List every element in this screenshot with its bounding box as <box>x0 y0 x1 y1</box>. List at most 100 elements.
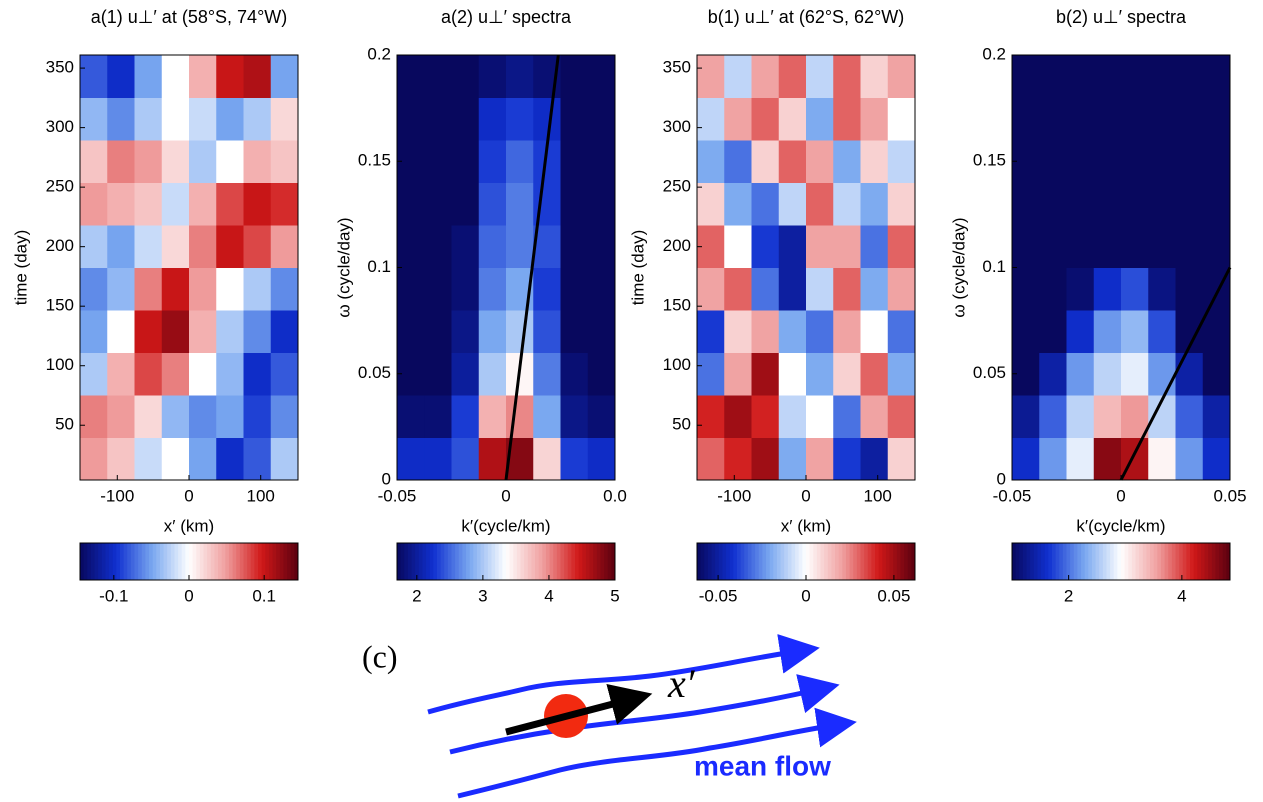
heatmap-cell <box>778 140 807 183</box>
heatmap-cell <box>216 437 244 481</box>
heatmap-cell <box>833 97 861 141</box>
heatmap-cell <box>1121 310 1149 353</box>
colorbar-swatch <box>904 543 909 580</box>
colorbar-swatch <box>476 543 482 580</box>
heatmap-cell <box>1093 140 1122 183</box>
heatmap-cell <box>587 310 616 353</box>
heatmap-cell <box>80 437 108 481</box>
heatmap-cell <box>887 140 916 183</box>
heatmap-cell <box>80 395 108 438</box>
colorbar-swatch <box>199 543 205 580</box>
heatmap-cell <box>397 267 425 311</box>
heatmap-cell <box>1148 140 1176 183</box>
colorbar-swatch <box>520 543 525 580</box>
heatmap-cell <box>270 437 299 481</box>
heatmap-cell <box>1121 55 1149 98</box>
colorbar-swatch <box>83 543 88 580</box>
colorbar-swatch <box>556 543 561 580</box>
colorbar-swatch <box>444 543 449 580</box>
colorbar-swatch <box>1157 543 1162 580</box>
x-tick-label: -100 <box>100 486 134 505</box>
y-tick-label: 250 <box>46 177 74 196</box>
heatmap-cell <box>243 437 272 481</box>
y-tick-label: 50 <box>672 415 691 434</box>
heatmap-cell <box>161 395 190 438</box>
heatmap-cell <box>1093 267 1122 311</box>
colorbar-swatch <box>1073 543 1078 580</box>
colorbar-swatch <box>138 543 143 580</box>
colorbar-swatch <box>1153 543 1158 580</box>
heatmap-cell <box>751 395 780 438</box>
heatmap-cell <box>1012 97 1040 141</box>
heatmap-cell <box>1121 182 1149 226</box>
heatmap-cell <box>860 352 889 396</box>
heatmap-cell <box>270 395 299 438</box>
heatmap-cell <box>751 225 780 268</box>
heatmap-cell <box>80 97 108 141</box>
heatmap-cell <box>697 97 725 141</box>
heatmap-cell <box>506 140 534 183</box>
colorbar-swatch <box>1171 543 1176 580</box>
heatmap-cell <box>1066 225 1095 268</box>
heatmap-cell <box>778 97 807 141</box>
colorbar-swatch <box>287 543 292 580</box>
heatmap-cell <box>587 352 616 396</box>
colorbar-swatch <box>1033 543 1038 580</box>
colorbar-swatch <box>875 543 880 580</box>
colorbar-swatch <box>553 543 558 580</box>
colorbar-swatch <box>1204 543 1209 580</box>
heatmap-cell <box>533 437 561 481</box>
colorbar-swatch <box>747 543 752 580</box>
heatmap-cell <box>833 140 861 183</box>
heatmap-cell <box>451 182 480 226</box>
heatmap-cell <box>189 310 217 353</box>
heatmap-cell <box>80 55 108 98</box>
heatmap-cell <box>1093 395 1122 438</box>
x-tick-label: -0.05 <box>993 486 1032 505</box>
heatmap-cell <box>189 352 217 396</box>
y-tick-label: 0.05 <box>973 363 1006 382</box>
heatmap-cell <box>243 182 272 226</box>
heatmap-cell <box>161 225 190 268</box>
heatmap-cell <box>451 55 480 98</box>
heatmap-cell <box>806 437 834 481</box>
colorbar-swatch <box>1070 543 1075 580</box>
heatmap-cell <box>778 225 807 268</box>
colorbar-swatch <box>1030 543 1035 580</box>
colorbar-swatch <box>1019 543 1024 580</box>
heatmap-cell <box>560 310 589 353</box>
heatmap-cell <box>161 437 190 481</box>
colorbar-swatch <box>1091 543 1097 580</box>
colorbar-swatch <box>80 543 85 580</box>
heatmap-cell <box>560 225 589 268</box>
heatmap-cell <box>751 267 780 311</box>
heatmap-cell <box>189 182 217 226</box>
colorbar-swatch <box>1160 543 1166 580</box>
colorbar-swatch <box>1110 543 1115 580</box>
colorbar-tick-label: 0 <box>184 586 193 605</box>
colorbar-swatch <box>1059 543 1064 580</box>
heatmap-cell <box>424 140 452 183</box>
heatmap-cell <box>806 97 834 141</box>
colorbar-swatch <box>1150 543 1155 580</box>
heatmap-cell <box>478 437 507 481</box>
heatmap-cell <box>478 55 507 98</box>
heatmap-cell <box>1039 437 1067 481</box>
colorbar-tick-label: 0.1 <box>252 586 276 605</box>
colorbar-swatch <box>1131 543 1137 580</box>
heatmap-cell <box>161 182 190 226</box>
heatmap-cell <box>107 310 135 353</box>
fit-line <box>1119 266 1232 481</box>
heatmap-cell <box>161 310 190 353</box>
heatmap-cell <box>1202 437 1231 481</box>
heatmap-cell <box>887 437 916 481</box>
colorbar-tick-label: -0.1 <box>99 586 128 605</box>
heatmap-cell <box>80 267 108 311</box>
colorbar-swatch <box>736 543 742 580</box>
heatmap-cell <box>1012 182 1040 226</box>
heatmap-cell <box>1175 97 1204 141</box>
colorbar-swatch <box>90 543 96 580</box>
colorbar-swatch <box>1015 543 1020 580</box>
x-tick-label: 0 <box>1116 486 1125 505</box>
